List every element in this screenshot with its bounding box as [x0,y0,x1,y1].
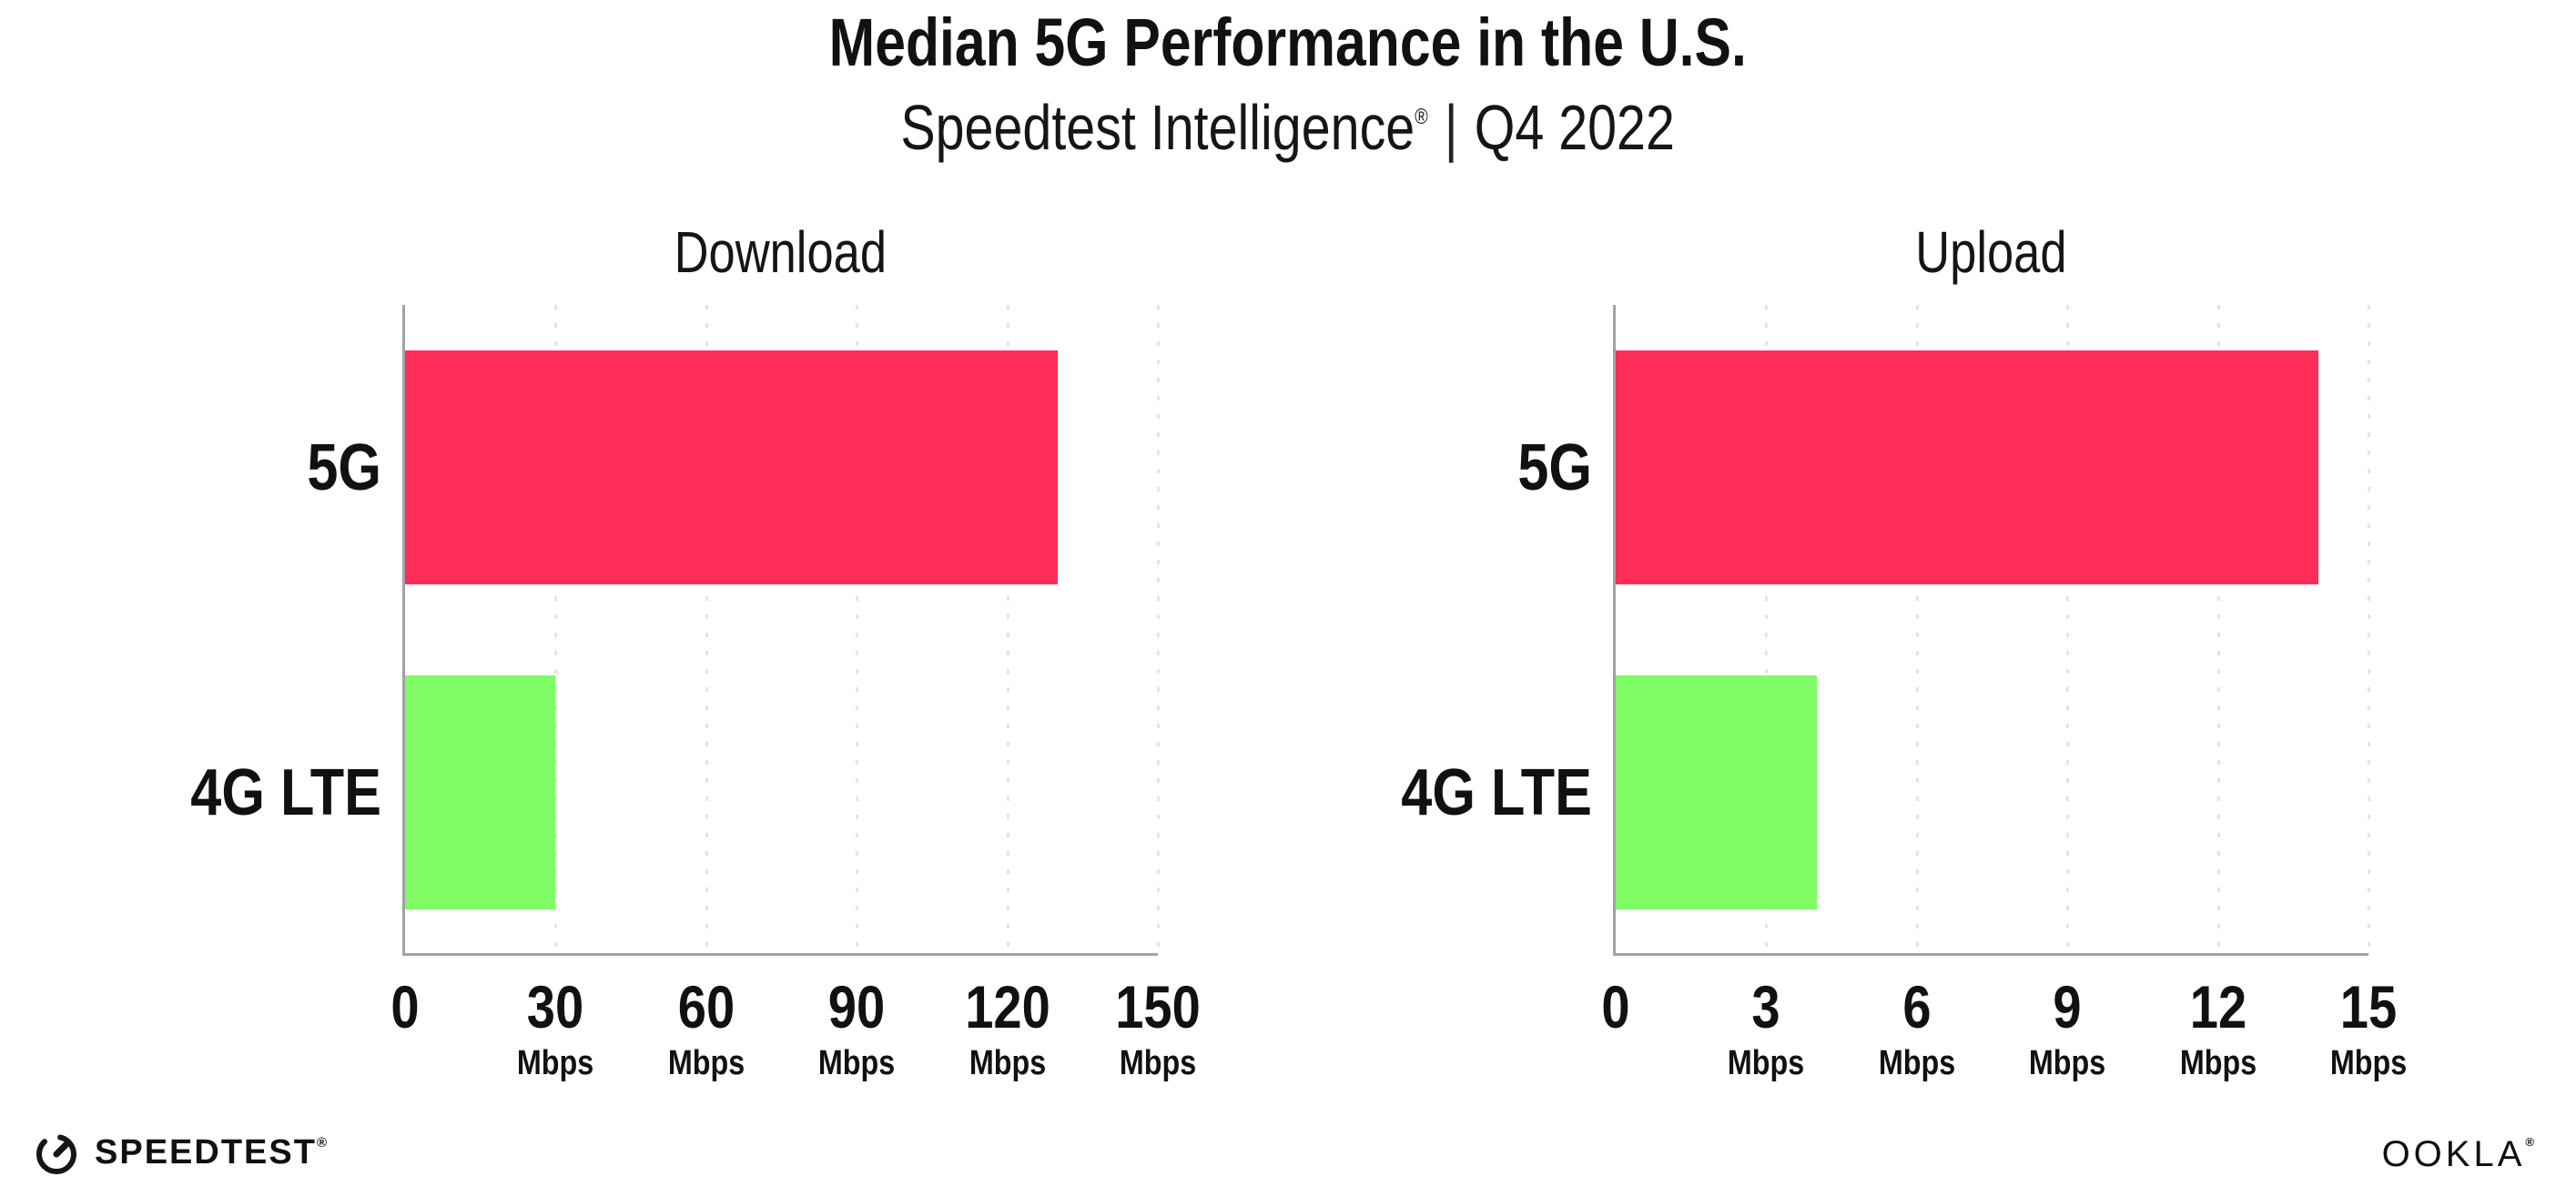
gridline-90 [856,305,859,953]
gridline-30 [554,305,558,953]
tick-unit: Mbps [667,1044,745,1082]
category-label-5g: 5G [307,431,381,504]
subtitle-brand: Speedtest Intelligence [900,92,1415,163]
gridline-120 [1006,305,1009,953]
gridline-3 [1765,305,1769,953]
plot-area: 0 3 Mbps 6 Mbps 9 Mbps 12 Mbps 15 Mbps 5G 4G LTE [1401,305,2407,1080]
x-axis-tick-12: 12 Mbps [2118,977,2318,1080]
tick-number: 3 [1751,973,1780,1040]
x-axis-tick-9: 9 Mbps [1967,977,2167,1080]
upload-chart-title: Upload [1914,219,2067,285]
tick-number: 15 [2339,973,2398,1040]
bar-5g [1616,350,2318,584]
x-axis-tick-120: 120 Mbps [908,977,1108,1080]
x-axis-tick-30: 30 Mbps [455,977,655,1080]
subtitle-divider: | [1445,92,1459,163]
gridline-12 [2216,305,2220,953]
tick-unit: Mbps [2179,1044,2257,1082]
x-axis-tick-15: 15 Mbps [2268,977,2469,1080]
speedtest-gauge-icon [36,1134,76,1174]
category-label-4g-lte: 4G LTE [1401,756,1592,829]
x-axis-tick-0: 0 [305,977,505,1080]
category-label-4g-lte: 4G LTE [190,756,381,829]
x-axis-tick-150: 150 Mbps [1058,977,1258,1080]
tick-number: 150 [1115,973,1201,1040]
gridline-6 [1915,305,1919,953]
tick-unit: Mbps [818,1044,896,1082]
tick-unit: Mbps [517,1044,594,1082]
tick-number: 0 [390,973,420,1040]
upload-chart: Upload 0 3 Mbps 6 Mbps 9 Mbps 12 Mbps 15 Mbps 5G 4G … [1401,209,2430,1129]
ookla-logo: OOKLA® [2382,1134,2538,1175]
gridline-150 [1157,305,1160,953]
ookla-logo-text: OOKLA [2381,1134,2526,1174]
registered-trademark-icon: ® [1415,105,1429,129]
speedtest-registered-icon: ® [316,1134,330,1151]
page-title: Median 5G Performance in the U.S. [0,4,2576,81]
tick-number: 90 [827,973,886,1040]
bar-4g-lte [1616,675,1817,909]
x-axis-tick-90: 90 Mbps [756,977,957,1080]
download-chart: Download 0 30 Mbps 60 Mbps 90 Mbps 120 Mbps 150 Mb… [190,209,1220,1129]
x-axis-tick-6: 6 Mbps [1817,977,2017,1080]
gridline-60 [705,305,708,953]
tick-number: 12 [2189,973,2246,1040]
tick-number: 6 [1902,973,1932,1040]
tick-unit: Mbps [2029,1044,2106,1082]
tick-unit: Mbps [2329,1044,2408,1082]
category-label-5g: 5G [1517,431,1592,504]
tick-number: 9 [2053,973,2082,1040]
x-axis-tick-0: 0 [1516,977,1716,1080]
tick-unit: Mbps [1878,1044,1955,1082]
subtitle-period: Q4 2022 [1475,92,1676,163]
download-chart-title: Download [674,219,887,285]
bar-4g-lte [405,675,556,909]
tick-number: 60 [677,973,735,1040]
tick-number: 30 [527,973,584,1040]
gridline-9 [2066,305,2070,953]
bar-5g [405,350,1058,584]
x-axis-tick-3: 3 Mbps [1666,977,1866,1080]
gridline-15 [2368,305,2370,953]
tick-unit: Mbps [1728,1044,1805,1082]
speedtest-logo-text: SPEEDTEST® [95,1132,330,1172]
page-title-text: Median 5G Performance in the U.S. [828,5,1748,80]
plot-area: 0 30 Mbps 60 Mbps 90 Mbps 120 Mbps 150 Mbps 5G 4G LT… [190,305,1201,1080]
ookla-registered-icon: ® [2525,1135,2538,1149]
tick-number: 120 [964,973,1050,1040]
gauge-needle-icon [53,1140,71,1158]
tick-unit: Mbps [969,1044,1046,1082]
speedtest-logo: SPEEDTEST® [33,1127,329,1178]
tick-unit: Mbps [1119,1044,1197,1082]
page-subtitle: Speedtest Intelligence® | Q4 2022 [0,91,2576,164]
x-axis-tick-60: 60 Mbps [606,977,806,1080]
tick-number: 0 [1601,973,1630,1040]
